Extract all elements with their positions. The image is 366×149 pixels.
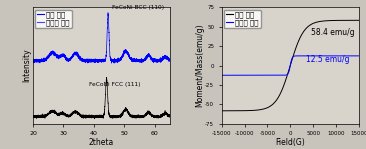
Y-axis label: Intensity: Intensity [23,49,31,82]
X-axis label: Field(G): Field(G) [275,138,305,147]
Text: FeCoNi BCC (110): FeCoNi BCC (110) [112,5,164,10]
Text: 12.5 emu/g: 12.5 emu/g [306,55,350,64]
X-axis label: 2theta: 2theta [89,138,114,147]
Legend: 기존 방법, 새로운 방법: 기존 방법, 새로운 방법 [35,10,72,28]
Y-axis label: Moment/Mass(emu/g): Moment/Mass(emu/g) [195,24,204,107]
Text: 58.4 emu/g: 58.4 emu/g [311,28,354,37]
Text: FeCoNi FCC (111): FeCoNi FCC (111) [89,82,141,87]
Legend: 기존 방법, 새로운 방법: 기존 방법, 새로운 방법 [224,10,261,28]
